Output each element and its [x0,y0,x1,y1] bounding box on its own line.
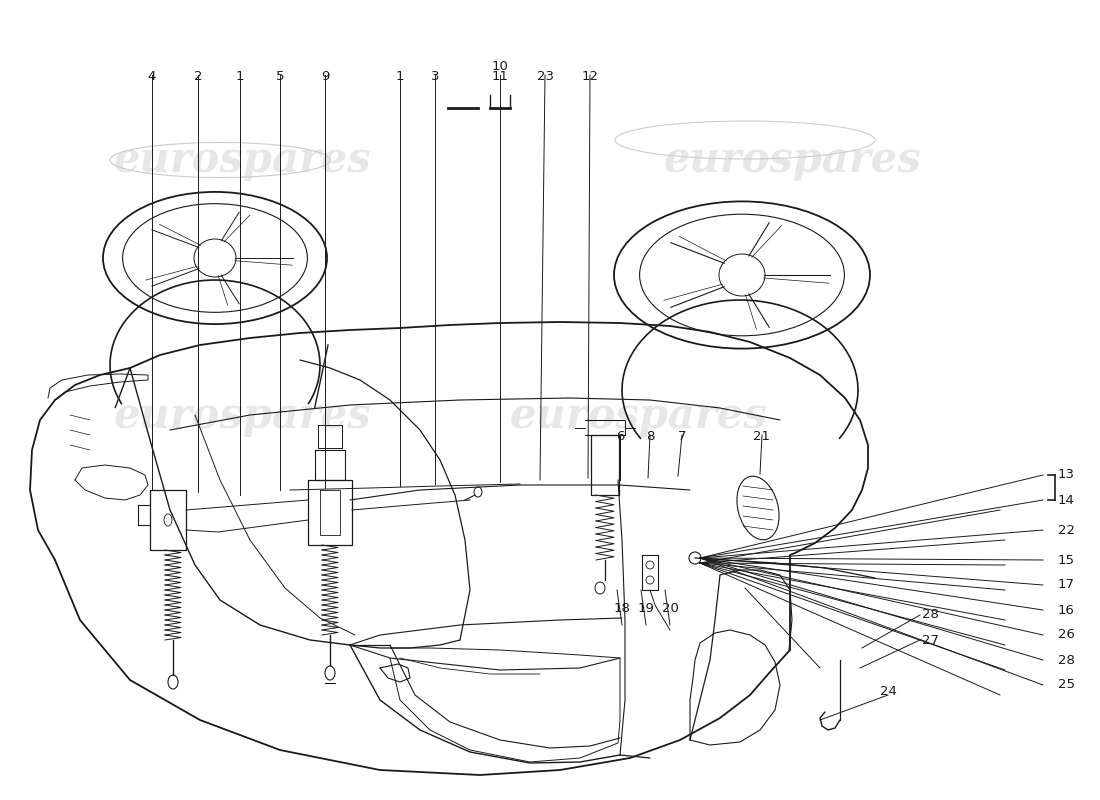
Text: 6: 6 [616,430,624,443]
Text: 20: 20 [661,602,679,615]
Text: 2: 2 [194,70,202,83]
Text: 9: 9 [321,70,329,83]
Text: 14: 14 [1058,494,1075,506]
Text: 28: 28 [922,609,939,622]
Text: eurospares: eurospares [113,139,371,181]
Text: eurospares: eurospares [509,395,767,437]
Text: 24: 24 [880,685,896,698]
Text: 21: 21 [754,430,770,443]
Text: 13: 13 [1058,469,1075,482]
Text: 11: 11 [492,70,508,83]
Text: 10: 10 [492,60,508,73]
Text: 3: 3 [431,70,439,83]
Text: 25: 25 [1058,678,1075,691]
Text: 4: 4 [147,70,156,83]
Text: 1: 1 [396,70,405,83]
Text: 22: 22 [1058,523,1075,537]
Text: eurospares: eurospares [113,395,371,437]
Text: 12: 12 [582,70,598,83]
Text: 16: 16 [1058,603,1075,617]
Text: 8: 8 [646,430,654,443]
Text: 7: 7 [678,430,686,443]
Text: 15: 15 [1058,554,1075,566]
Text: 27: 27 [922,634,939,646]
Text: 1: 1 [235,70,244,83]
Text: 23: 23 [537,70,553,83]
Text: 28: 28 [1058,654,1075,666]
Text: 19: 19 [638,602,654,615]
Text: 5: 5 [276,70,284,83]
Text: 26: 26 [1058,629,1075,642]
Text: eurospares: eurospares [663,139,921,181]
Text: 17: 17 [1058,578,1075,591]
Text: 18: 18 [614,602,630,615]
